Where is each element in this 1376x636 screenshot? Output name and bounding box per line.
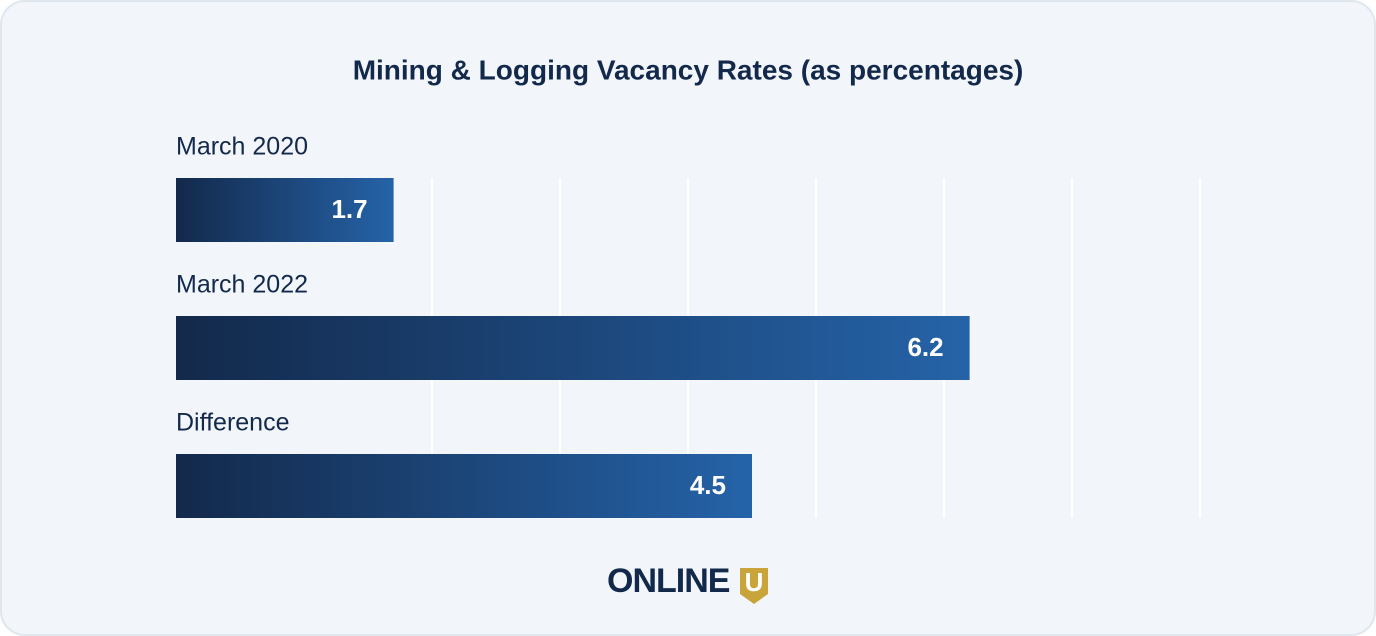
logo: ONLINE U xyxy=(607,562,768,604)
logo-shield xyxy=(740,568,768,604)
logo-text: ONLINE xyxy=(607,562,730,600)
bars: March 2020 1.7 March 2022 6.2 Difference 4.5 xyxy=(176,133,970,518)
category-label: March 2022 xyxy=(176,271,308,299)
category-label: Difference xyxy=(176,409,290,437)
bar xyxy=(176,316,970,380)
value-label: 6.2 xyxy=(907,332,943,362)
category-label: March 2020 xyxy=(176,133,308,161)
logo-mark: U xyxy=(745,567,764,597)
value-label: 4.5 xyxy=(690,470,726,500)
value-label: 1.7 xyxy=(331,194,367,224)
bar xyxy=(176,454,752,518)
chart-title: Mining & Logging Vacancy Rates (as perce… xyxy=(353,54,1024,85)
bar xyxy=(176,178,394,242)
